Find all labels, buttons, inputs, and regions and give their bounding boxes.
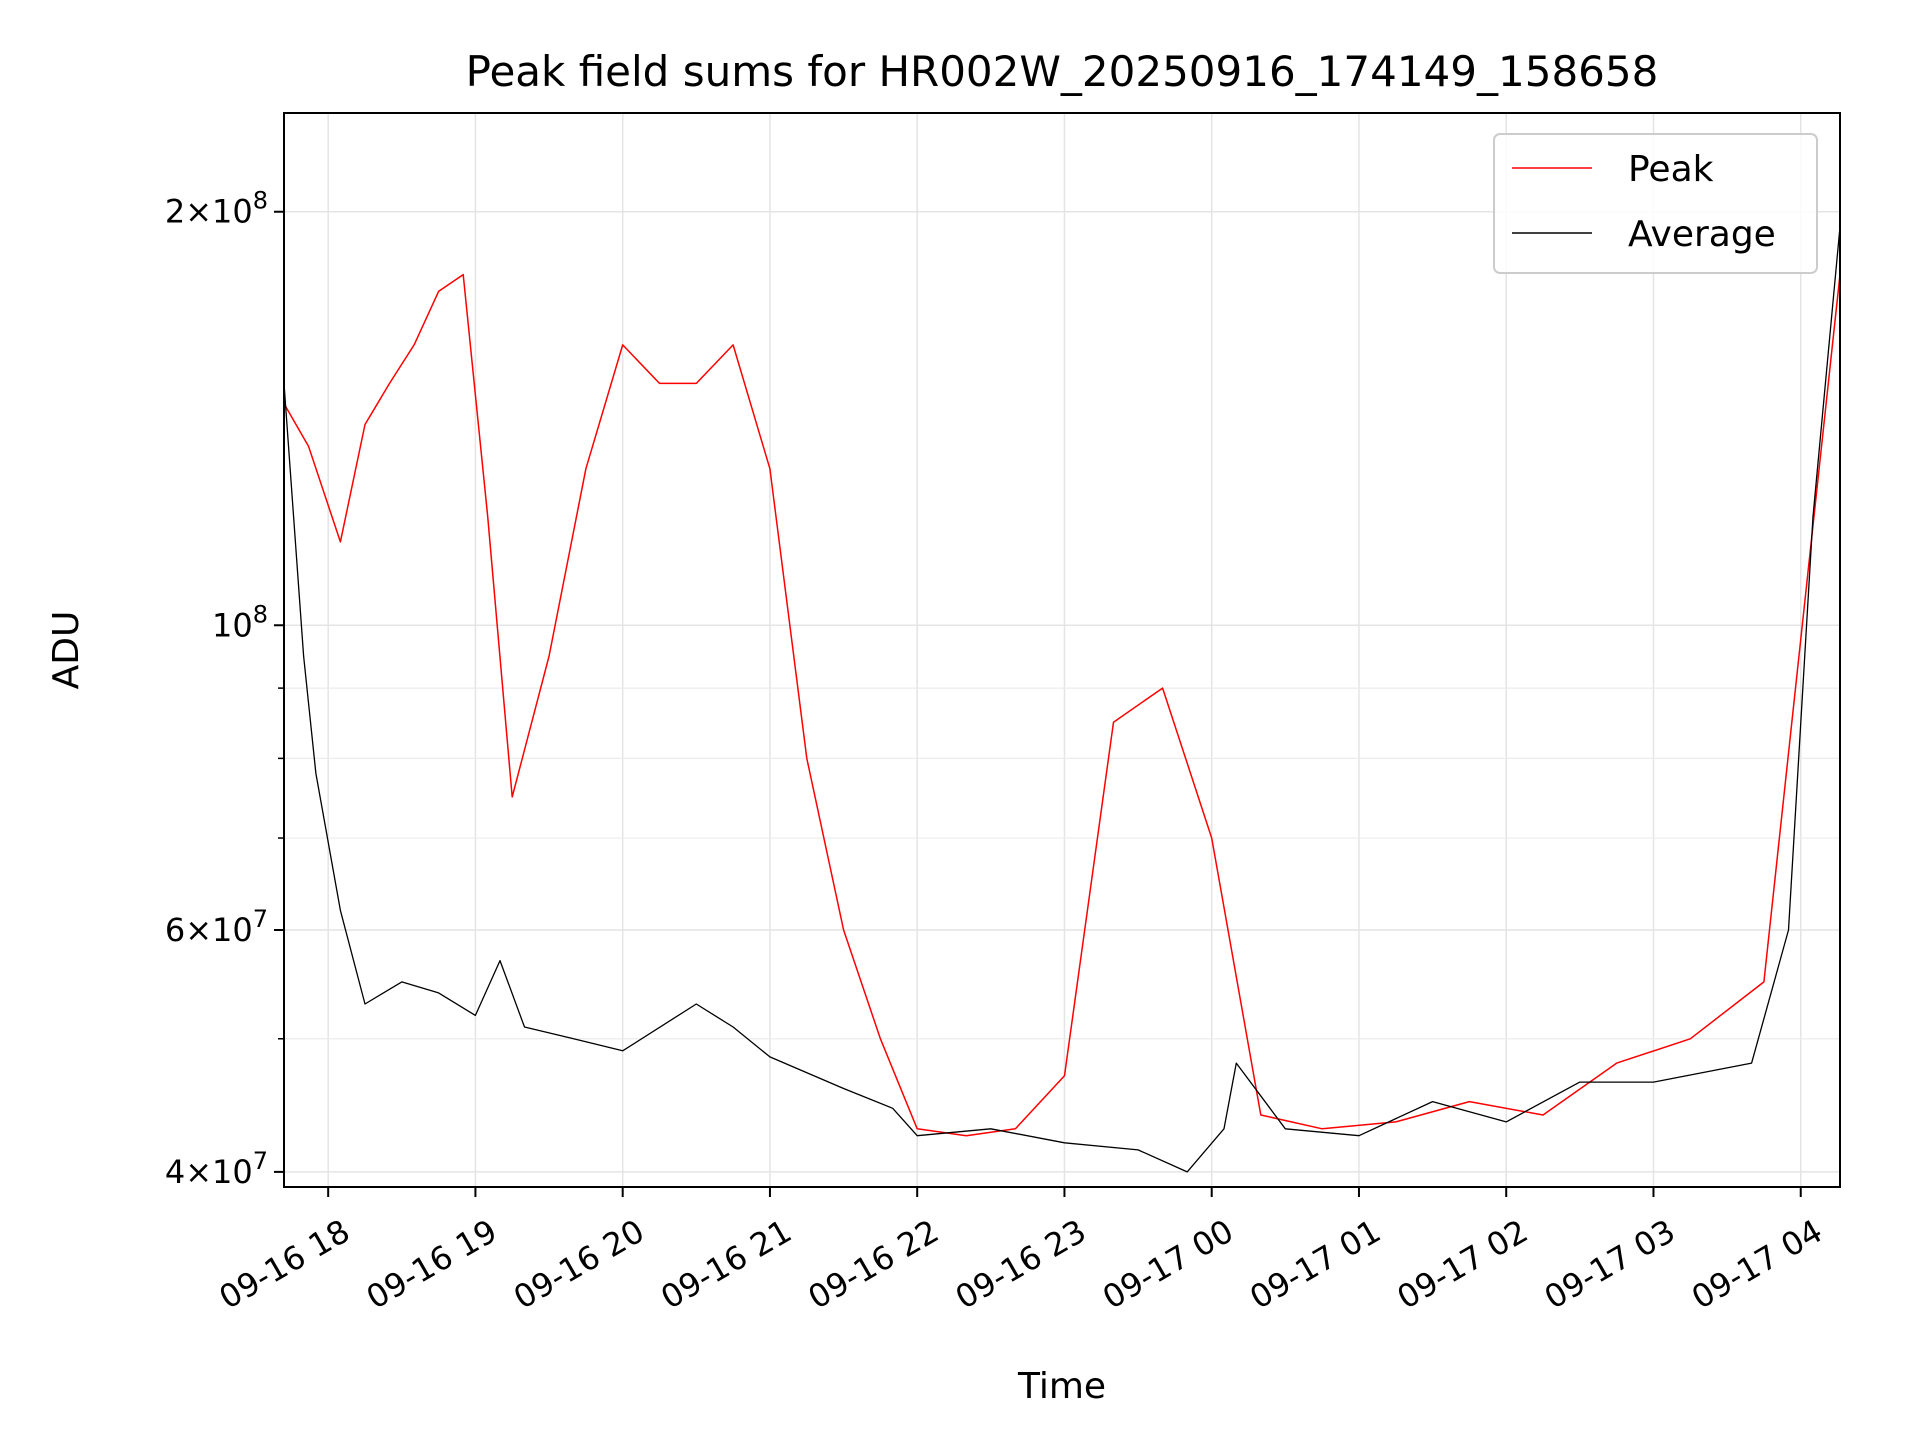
x-tick-label: 09-17 04 <box>1685 1212 1829 1317</box>
x-tick-label: 09-17 00 <box>1096 1212 1240 1317</box>
grid <box>284 113 1840 1187</box>
y-axis-label: ADU <box>46 611 87 690</box>
chart-title: Peak field sums for HR002W_20250916_1741… <box>466 47 1659 96</box>
legend-average-label: Average <box>1628 214 1776 255</box>
x-axis-label: Time <box>1017 1366 1106 1407</box>
series-line-average <box>284 226 1840 1173</box>
y-tick-label: 6×107 <box>165 905 268 949</box>
legend: Peak Average <box>1493 133 1818 274</box>
y-tick-label: 108 <box>212 600 268 644</box>
x-tick-label: 09-16 21 <box>654 1212 798 1317</box>
plot-frame <box>283 112 1841 1188</box>
x-tick-label: 09-16 23 <box>949 1212 1093 1317</box>
x-tick-label: 09-17 01 <box>1243 1212 1387 1317</box>
series-line-peak <box>284 273 1840 1137</box>
x-tick-label: 09-17 03 <box>1538 1212 1682 1317</box>
series-layer <box>284 226 1840 1173</box>
y-tick-label: 2×108 <box>165 187 268 231</box>
x-tick-label: 09-16 20 <box>507 1212 651 1317</box>
legend-peak-label: Peak <box>1628 149 1714 190</box>
axis-ticks: 09-16 18 09-16 19 09-16 20 09-16 21 09-16 22… <box>165 187 1829 1317</box>
x-tick-label: 09-16 19 <box>360 1212 504 1317</box>
x-tick-label: 09-16 18 <box>213 1212 357 1317</box>
x-tick-label: 09-16 22 <box>802 1212 946 1317</box>
y-tick-label: 4×107 <box>165 1147 268 1191</box>
x-tick-label: 09-17 02 <box>1391 1212 1535 1317</box>
